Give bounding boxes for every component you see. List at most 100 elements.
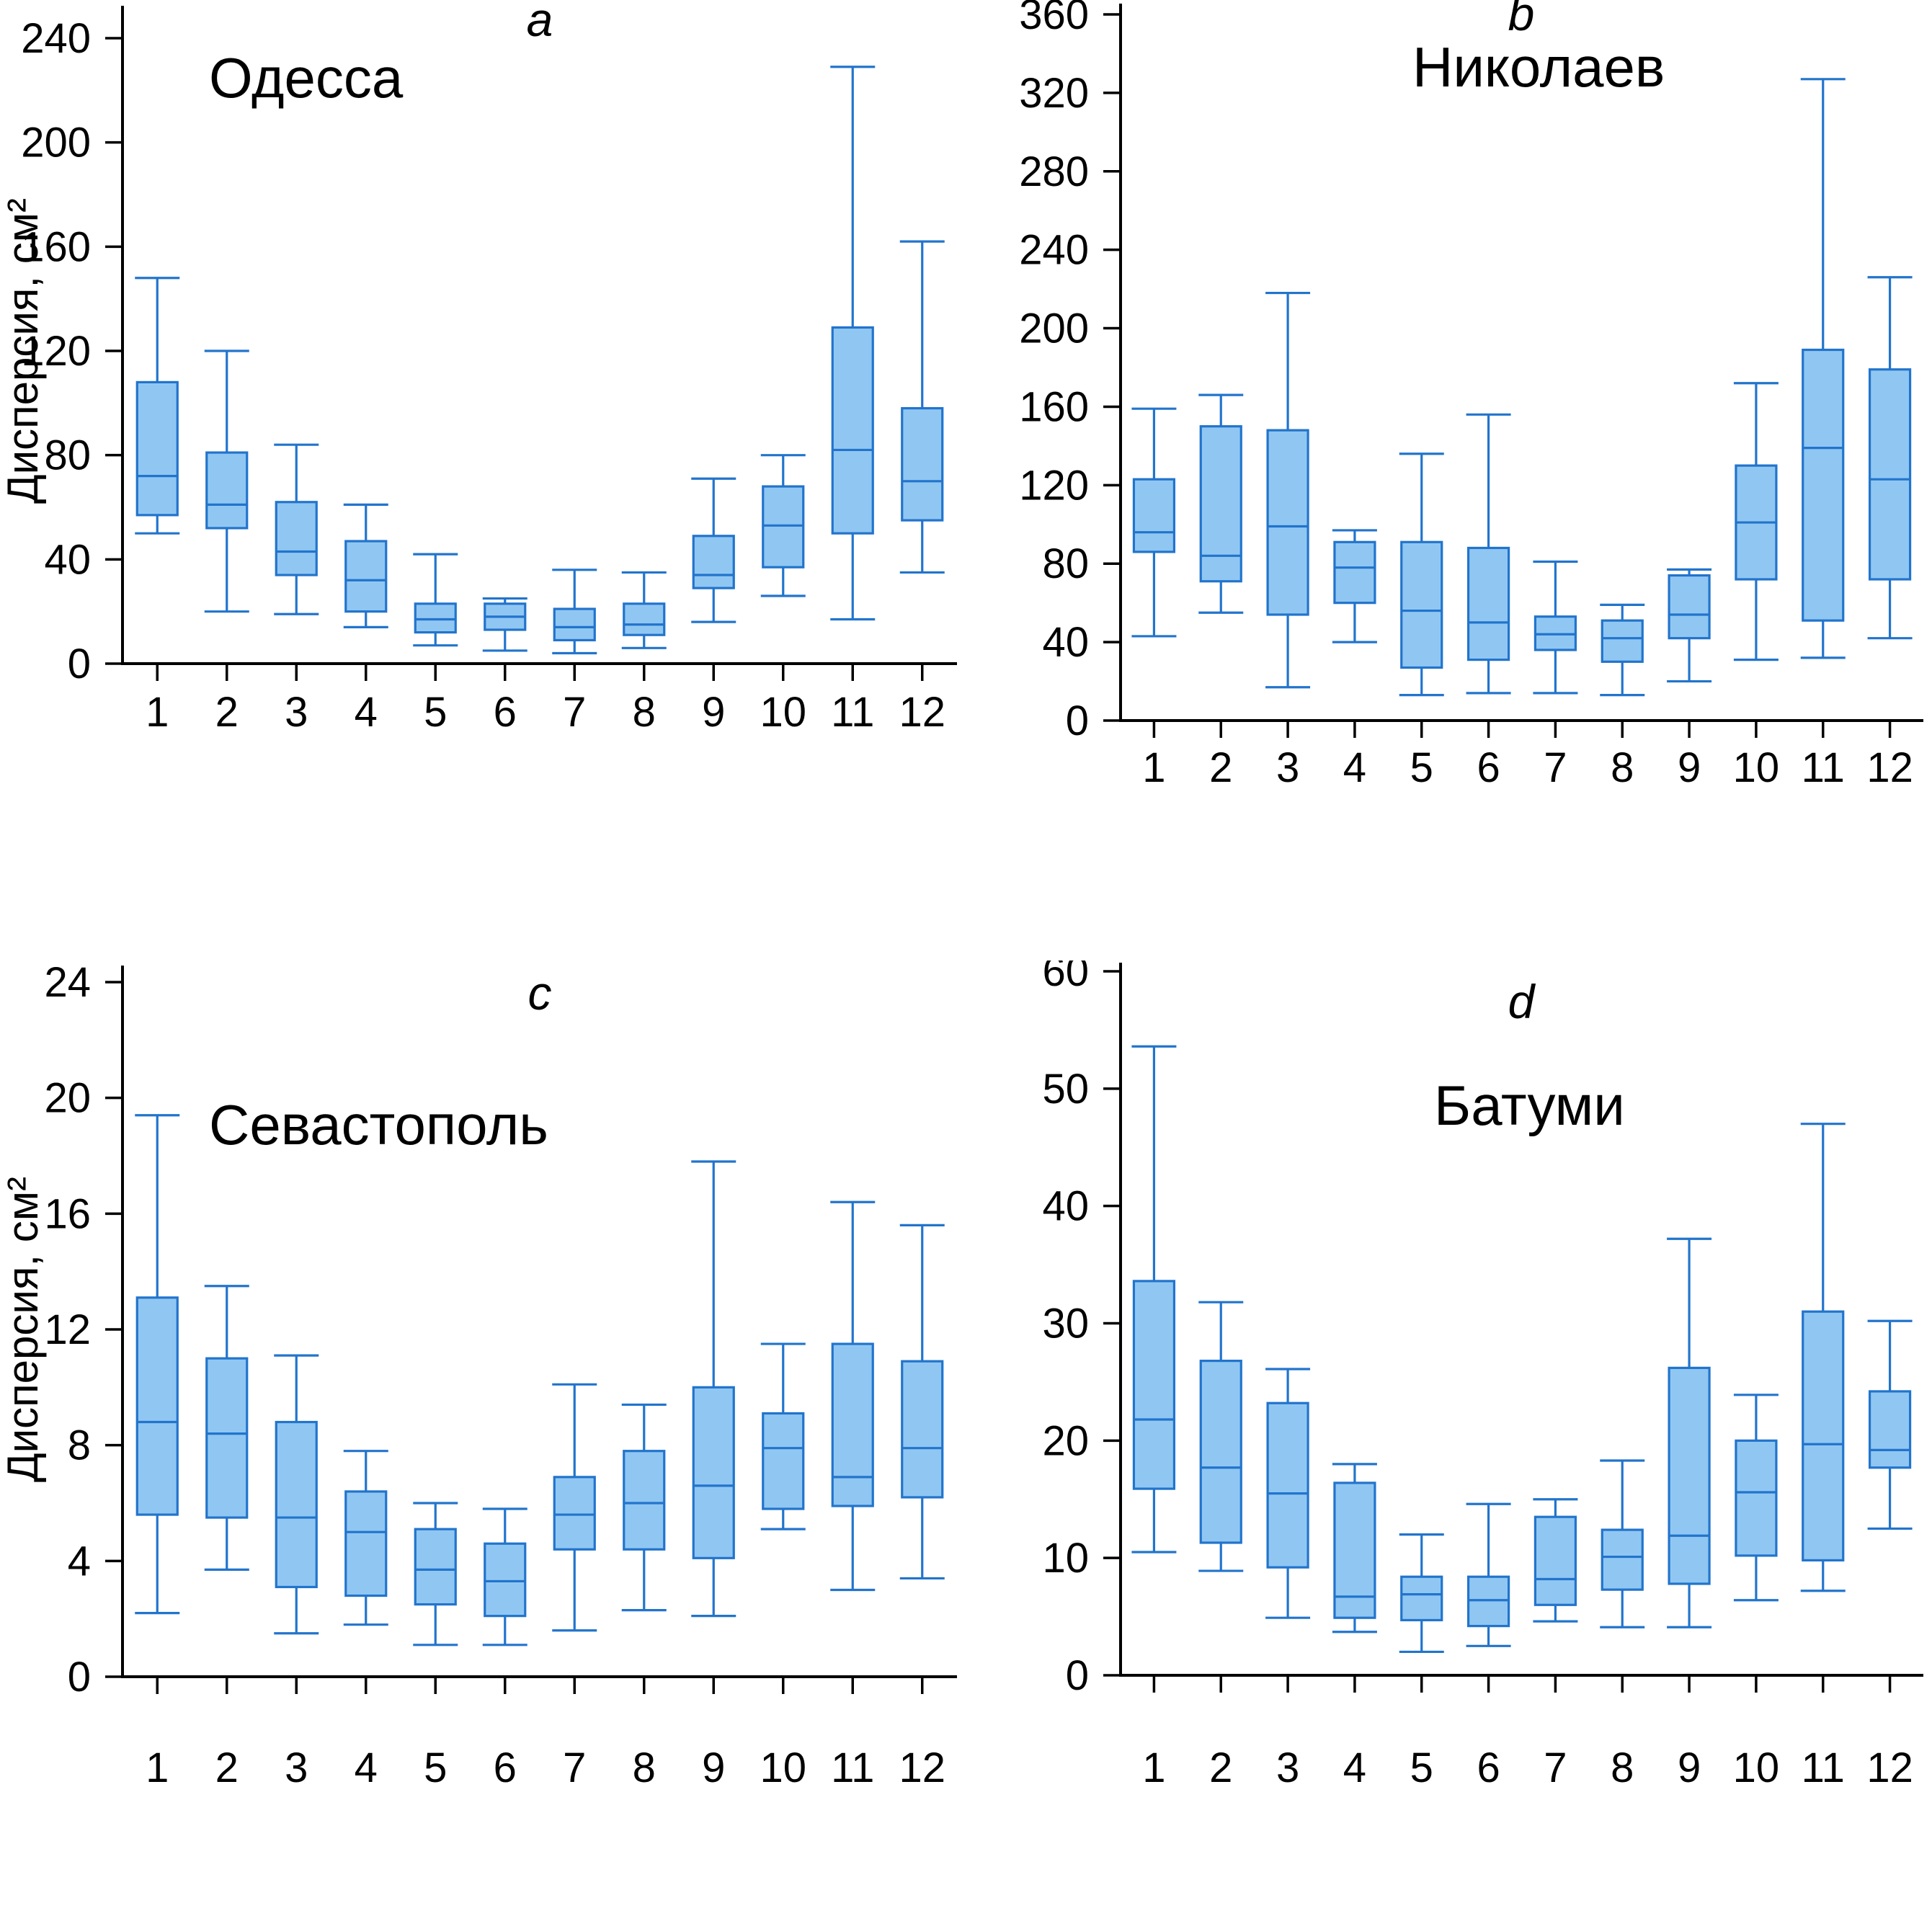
iqr-box (553, 1476, 596, 1551)
box-month-2 (204, 349, 249, 613)
x-tick-label: 11 (1802, 1744, 1845, 1791)
x-tick-label: 1 (146, 689, 169, 736)
box-month-6 (482, 597, 527, 652)
iqr-box (1333, 540, 1376, 605)
iqr-box (484, 1542, 527, 1618)
y-tick-label: 20 (1042, 1417, 1089, 1464)
x-tick-label: 7 (563, 1744, 586, 1791)
x-tick-label: 1 (1142, 744, 1165, 791)
iqr-box (1199, 425, 1242, 583)
box-month-7 (1533, 1498, 1578, 1623)
x-tick-label: 2 (1209, 744, 1232, 791)
box-month-4 (343, 1450, 388, 1626)
x-tick-label: 5 (424, 1744, 447, 1791)
x-tick-label: 8 (1611, 1744, 1634, 1791)
box-month-7 (552, 1383, 597, 1632)
box-month-7 (552, 569, 597, 655)
box-month-10 (1733, 382, 1779, 661)
x-tick-label: 6 (494, 1744, 517, 1791)
x-tick-label: 11 (831, 1744, 874, 1791)
box-month-5 (1399, 453, 1444, 697)
box-month-3 (1265, 1368, 1311, 1619)
box-month-2 (1198, 1301, 1244, 1572)
iqr-box (414, 602, 457, 634)
box-month-5 (413, 553, 458, 647)
box-month-10 (760, 454, 806, 597)
iqr-box (831, 326, 874, 535)
box-month-8 (621, 571, 667, 649)
box-month-4 (1332, 1463, 1377, 1633)
box-month-5 (1399, 1533, 1444, 1654)
panel-batumi: d Батуми 0 10 20 30 40 50 60 1 2 3 4 5 6 7 8 9 10 11 12 (966, 960, 1932, 1921)
x-tick-label: 9 (702, 689, 725, 736)
box-month-8 (1600, 603, 1645, 697)
x-tick-label: 5 (1410, 744, 1433, 791)
panel-nikolaev: b Николаев 0 40 80 120 160 200 240 280 320 360 1 2 3… (966, 0, 1932, 960)
box-month-12 (1867, 1319, 1913, 1530)
y-tick-label: 120 (21, 328, 91, 375)
y-tick-label: 24 (44, 960, 91, 1006)
box-month-4 (1332, 529, 1377, 643)
iqr-box (1802, 1310, 1845, 1562)
y-tick-label: 320 (1019, 70, 1089, 117)
box-month-9 (691, 1160, 736, 1618)
box-month-12 (899, 1224, 945, 1580)
x-tick-label: 11 (831, 689, 874, 736)
box-month-12 (1867, 276, 1913, 640)
x-tick-label: 4 (355, 689, 378, 736)
panel-letter: a (527, 0, 553, 46)
panel-title: Батуми (1434, 1074, 1625, 1137)
x-tick-label: 6 (1477, 744, 1500, 791)
box-month-10 (1733, 1394, 1779, 1602)
x-tick-label: 8 (1611, 744, 1634, 791)
iqr-box (1132, 478, 1176, 553)
box-month-6 (482, 1507, 527, 1646)
x-tick-label: 3 (1276, 744, 1299, 791)
x-tick-label: 8 (633, 689, 656, 736)
panel-letter: d (1508, 975, 1536, 1028)
iqr-box (1668, 1366, 1711, 1585)
iqr-box (275, 1420, 318, 1589)
iqr-box (1668, 574, 1711, 640)
y-tick-label: 0 (1066, 697, 1089, 744)
y-tick-label: 0 (1066, 1652, 1089, 1699)
y-tick-label: 240 (21, 15, 91, 62)
box-month-1 (135, 277, 180, 535)
iqr-box (1601, 619, 1644, 663)
y-tick-label: 80 (44, 432, 91, 479)
box-month-11 (1800, 78, 1846, 659)
x-tick-label: 4 (1343, 1744, 1366, 1791)
iqr-box (1333, 1481, 1376, 1619)
box-month-1 (1131, 407, 1177, 638)
x-tick-label: 3 (1276, 1744, 1299, 1791)
iqr-box (1199, 1360, 1242, 1544)
box-month-8 (621, 1403, 667, 1612)
y-tick-label: 200 (21, 120, 91, 166)
x-tick-label: 1 (146, 1744, 169, 1791)
y-axis-label: Дисперсия, см² (0, 1177, 47, 1482)
y-tick-label: 50 (1042, 1066, 1089, 1113)
box-month-11 (1800, 1123, 1846, 1592)
iqr-box (1466, 546, 1510, 661)
panel-title: Севастополь (209, 1093, 548, 1156)
box-month-9 (1667, 568, 1712, 683)
y-tick-label: 40 (1042, 1183, 1089, 1230)
x-tick-label: 12 (899, 1744, 945, 1791)
iqr-box (344, 540, 388, 613)
iqr-box (1466, 1575, 1510, 1628)
x-tick-label: 2 (1209, 1744, 1232, 1791)
x-tick-label: 12 (1866, 1744, 1913, 1791)
iqr-box (1802, 348, 1845, 622)
x-tick-label: 3 (285, 689, 308, 736)
x-tick-label: 5 (1410, 1744, 1433, 1791)
iqr-box (623, 602, 666, 636)
iqr-box (1735, 1439, 1778, 1557)
x-tick-label: 10 (1733, 744, 1780, 791)
box-month-8 (1600, 1459, 1645, 1628)
